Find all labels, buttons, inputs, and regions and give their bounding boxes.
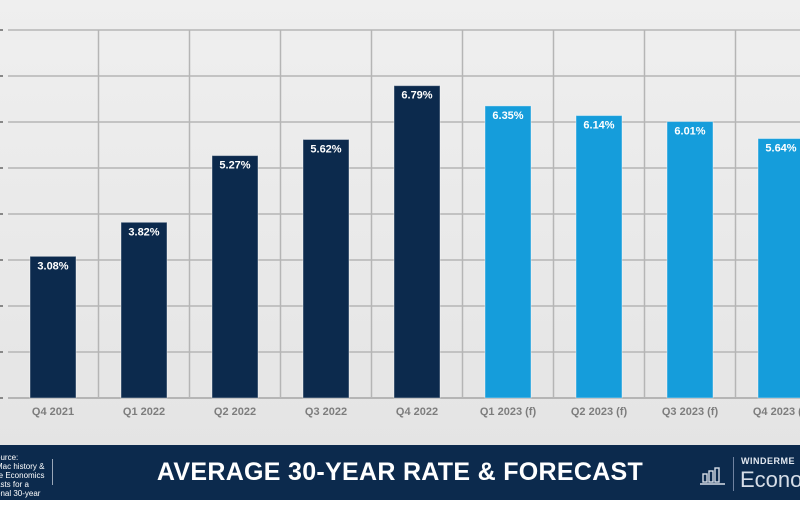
bar xyxy=(757,138,800,399)
bar xyxy=(120,221,168,399)
y-tick xyxy=(0,167,3,169)
logo-brand: WINDERME xyxy=(741,456,795,466)
x-tick-label: Q3 2023 (f) xyxy=(662,406,719,418)
data-label: 5.62% xyxy=(310,143,341,155)
source-note: ource: Mac history & re Economics asts f… xyxy=(0,453,45,507)
bar xyxy=(211,155,259,399)
bar xyxy=(484,105,532,399)
x-tick-label: Q4 2023 (f) xyxy=(753,406,800,418)
logo-name: Econo xyxy=(740,467,800,492)
data-label: 6.01% xyxy=(674,126,705,138)
x-tick-label: Q1 2023 (f) xyxy=(480,406,537,418)
bar xyxy=(575,115,623,399)
bar xyxy=(29,255,77,399)
y-tick xyxy=(0,75,3,77)
x-tick-label: Q4 2021 xyxy=(32,406,74,418)
logo-divider xyxy=(733,457,734,491)
y-tick xyxy=(0,259,3,261)
x-tick-label: Q2 2023 (f) xyxy=(571,406,628,418)
x-tick-label: Q2 2022 xyxy=(214,406,256,418)
footer-banner: ource: Mac history & re Economics asts f… xyxy=(0,445,800,507)
data-label: 6.35% xyxy=(492,110,523,122)
data-label: 6.79% xyxy=(401,90,432,102)
x-tick-label: Q3 2022 xyxy=(305,406,347,418)
bar-chart: 3.08% Q4 2021 3.82% Q1 2022 5.27% Q2 2022 5.62… xyxy=(0,29,800,418)
data-label: 5.64% xyxy=(765,143,796,155)
y-tick xyxy=(0,121,3,123)
bar xyxy=(393,85,441,399)
y-tick xyxy=(0,213,3,215)
data-label: 3.82% xyxy=(128,226,159,238)
x-tick-label: Q4 2022 xyxy=(396,406,438,418)
chart-title: AVERAGE 30-YEAR RATE & FORECAST xyxy=(156,458,644,486)
y-tick xyxy=(0,397,3,399)
bar-chart-icon xyxy=(700,467,725,485)
y-tick xyxy=(0,305,3,307)
data-label: 6.14% xyxy=(583,120,614,132)
x-tick-label: Q1 2022 xyxy=(123,406,165,418)
bar xyxy=(302,138,350,399)
bar xyxy=(666,121,714,399)
y-tick xyxy=(0,29,3,31)
data-label: 5.27% xyxy=(219,160,250,172)
divider xyxy=(52,459,53,485)
y-tick xyxy=(0,351,3,353)
data-label: 3.08% xyxy=(37,260,68,272)
